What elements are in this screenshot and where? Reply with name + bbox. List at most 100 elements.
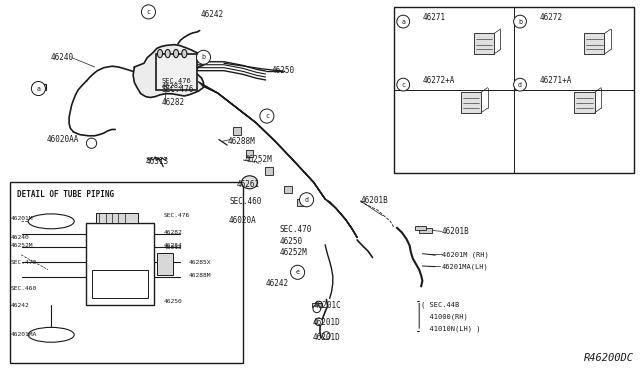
Bar	[156, 54, 197, 90]
Text: 46282: 46282	[161, 98, 184, 107]
Text: 46201D: 46201D	[312, 318, 340, 327]
Polygon shape	[133, 45, 205, 97]
Bar	[419, 228, 432, 232]
Bar	[297, 199, 305, 206]
Text: c: c	[401, 81, 405, 88]
Text: b: b	[518, 19, 522, 25]
Text: DETAIL OF TUBE PIPING: DETAIL OF TUBE PIPING	[17, 190, 115, 199]
Circle shape	[313, 305, 321, 312]
Ellipse shape	[242, 176, 258, 189]
Text: 46252M: 46252M	[280, 248, 307, 257]
Text: 46201MA(LH): 46201MA(LH)	[442, 263, 488, 270]
Text: 46201B: 46201B	[442, 227, 469, 236]
Text: SEC.470: SEC.470	[280, 225, 312, 234]
Text: 46250: 46250	[280, 237, 303, 246]
Text: 46252M: 46252M	[11, 243, 33, 248]
Text: 46250: 46250	[272, 66, 295, 75]
Bar	[246, 150, 253, 157]
Circle shape	[31, 81, 45, 96]
Text: SEC.476: SEC.476	[162, 78, 191, 84]
Circle shape	[86, 138, 97, 148]
Text: 46201MA: 46201MA	[11, 332, 37, 337]
Text: 46201C: 46201C	[314, 301, 341, 310]
Bar	[312, 303, 322, 307]
Text: 46242: 46242	[11, 302, 29, 308]
Circle shape	[291, 265, 305, 279]
Text: 46242: 46242	[200, 10, 223, 19]
Text: SEC.476: SEC.476	[163, 213, 189, 218]
Text: R46200DC: R46200DC	[584, 353, 634, 363]
Bar	[461, 92, 481, 112]
Text: 46250: 46250	[163, 299, 182, 304]
Text: 46020AA: 46020AA	[47, 135, 79, 144]
Circle shape	[397, 78, 410, 91]
Bar	[86, 223, 154, 305]
Text: SEC.476: SEC.476	[161, 85, 194, 94]
Text: 46242: 46242	[266, 279, 289, 288]
Ellipse shape	[28, 327, 74, 342]
Text: 46282: 46282	[163, 230, 182, 235]
Circle shape	[323, 332, 330, 339]
Bar	[394, 7, 634, 173]
Ellipse shape	[182, 49, 187, 58]
Ellipse shape	[173, 49, 179, 58]
Circle shape	[514, 78, 526, 91]
Circle shape	[196, 50, 211, 64]
Text: 41000(RH): 41000(RH)	[421, 314, 468, 320]
Text: 46201D: 46201D	[312, 333, 340, 342]
Bar	[233, 127, 241, 135]
Circle shape	[397, 15, 410, 28]
Text: SEC.460: SEC.460	[11, 286, 37, 291]
Text: 46201M: 46201M	[11, 216, 33, 221]
Text: e: e	[296, 269, 300, 275]
Text: 46272: 46272	[540, 13, 563, 22]
Bar	[474, 33, 494, 54]
Text: 46313: 46313	[146, 157, 169, 166]
Ellipse shape	[165, 49, 170, 58]
Bar	[157, 253, 173, 275]
Text: 41010N(LH) ): 41010N(LH) )	[421, 326, 481, 333]
Circle shape	[514, 15, 526, 28]
Text: 46282: 46282	[162, 83, 183, 89]
Text: c: c	[265, 113, 269, 119]
Text: ( SEC.44B: ( SEC.44B	[421, 301, 460, 308]
Text: 46313: 46313	[163, 245, 182, 250]
Text: SEC.460: SEC.460	[229, 197, 262, 206]
Text: 46272+A: 46272+A	[422, 76, 455, 86]
Ellipse shape	[157, 49, 163, 58]
Text: a: a	[36, 86, 40, 92]
Text: 46020A: 46020A	[229, 216, 257, 225]
Text: 46285X: 46285X	[189, 260, 211, 265]
Text: 46284: 46284	[163, 243, 182, 248]
Bar	[10, 182, 243, 363]
Text: d: d	[305, 197, 308, 203]
Bar	[415, 226, 426, 230]
Text: 46271+A: 46271+A	[540, 76, 572, 86]
Text: 46288M: 46288M	[227, 137, 255, 146]
Bar	[92, 270, 148, 298]
Text: c: c	[147, 9, 150, 15]
Circle shape	[260, 109, 274, 123]
Text: d: d	[518, 81, 522, 88]
Text: 46201M (RH): 46201M (RH)	[442, 251, 488, 258]
Text: SEC.470: SEC.470	[11, 260, 37, 265]
Circle shape	[141, 5, 156, 19]
Text: 46288M: 46288M	[189, 273, 211, 278]
Text: 46252M: 46252M	[244, 155, 272, 164]
Bar	[32, 84, 46, 90]
Bar	[265, 167, 273, 175]
Text: 46261: 46261	[237, 180, 260, 189]
Bar	[584, 33, 605, 54]
Text: b: b	[202, 54, 205, 60]
Text: 46240: 46240	[51, 53, 74, 62]
Circle shape	[315, 318, 323, 326]
Bar	[284, 186, 292, 193]
Text: a: a	[401, 19, 405, 25]
Circle shape	[315, 301, 323, 309]
Text: 46271: 46271	[422, 13, 445, 22]
Bar	[575, 92, 595, 112]
Bar	[96, 213, 138, 223]
Text: 46201B: 46201B	[360, 196, 388, 205]
Text: 46240: 46240	[11, 235, 29, 240]
Ellipse shape	[28, 214, 74, 229]
